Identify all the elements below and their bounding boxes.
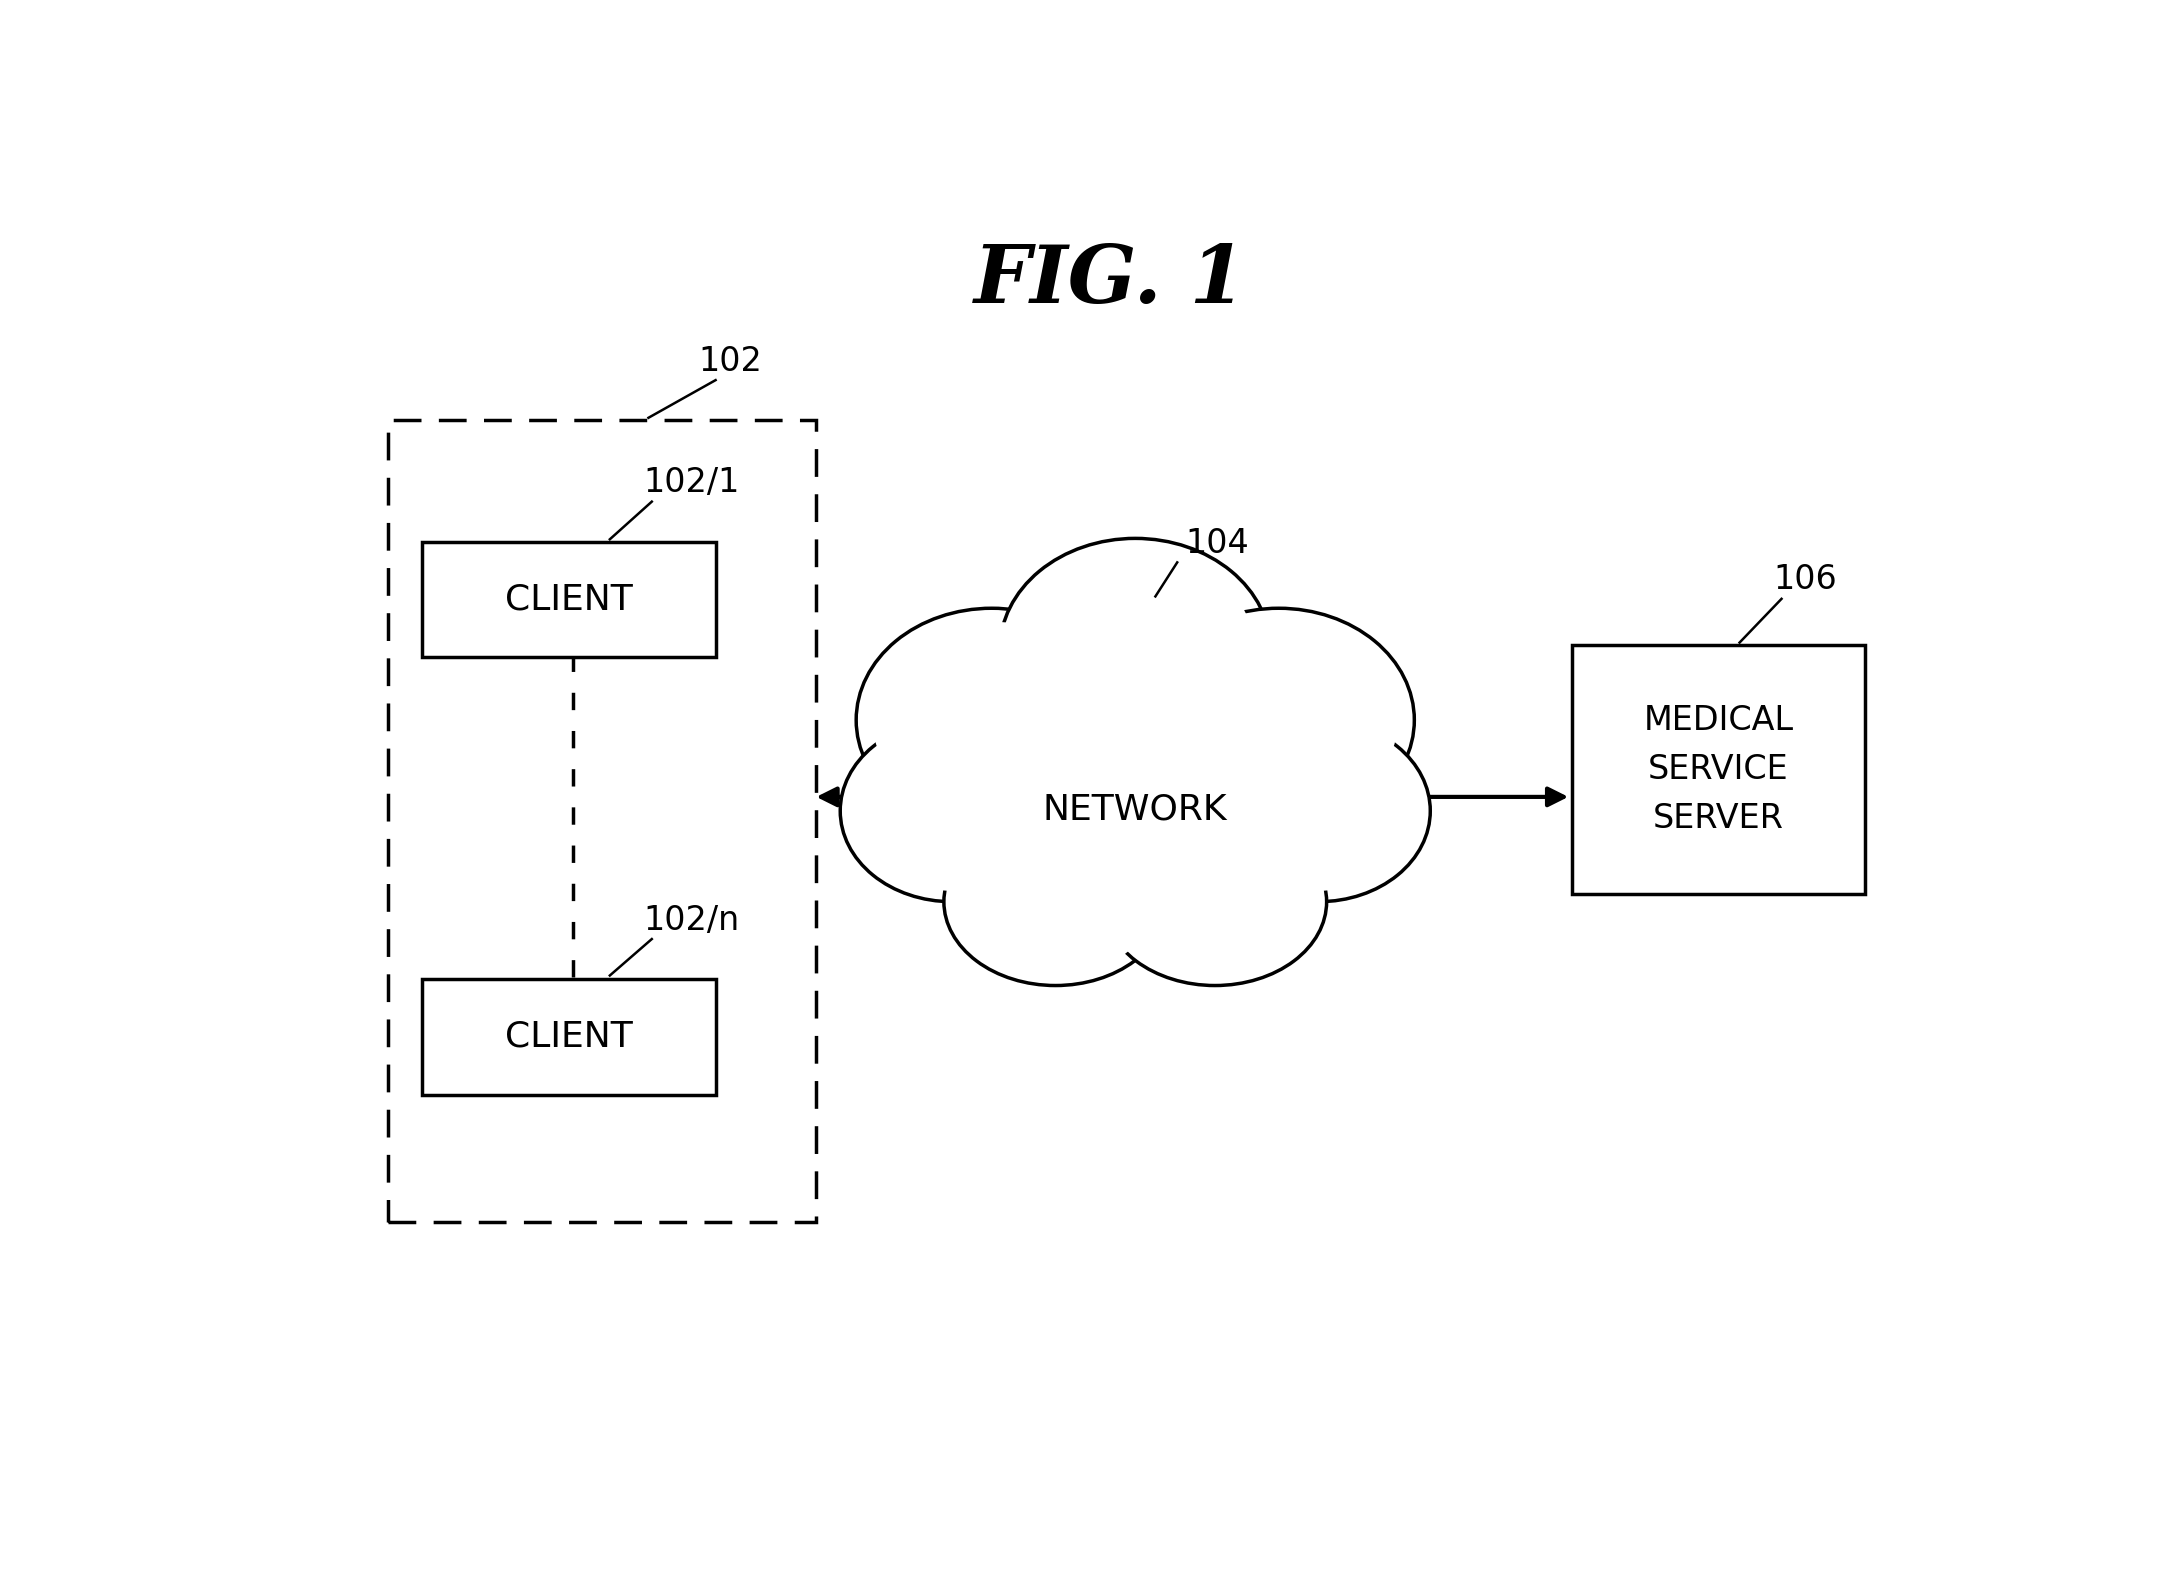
Text: 104: 104 xyxy=(1185,527,1250,560)
Ellipse shape xyxy=(1159,622,1397,819)
Ellipse shape xyxy=(1001,538,1271,762)
Ellipse shape xyxy=(1001,538,1271,762)
Text: MEDICAL
SERVICE
SERVER: MEDICAL SERVICE SERVER xyxy=(1644,704,1793,835)
Ellipse shape xyxy=(1118,828,1313,975)
Bar xyxy=(422,978,715,1095)
Text: CLIENT: CLIENT xyxy=(505,582,632,617)
Ellipse shape xyxy=(1206,720,1430,901)
Ellipse shape xyxy=(856,608,1126,832)
Ellipse shape xyxy=(957,828,1154,975)
Bar xyxy=(422,541,715,656)
Ellipse shape xyxy=(1102,817,1326,986)
Bar xyxy=(1573,645,1865,895)
Text: 102/1: 102/1 xyxy=(643,466,741,499)
Text: 102: 102 xyxy=(700,344,762,377)
Text: 102/n: 102/n xyxy=(643,904,739,937)
Bar xyxy=(388,420,817,1221)
Text: NETWORK: NETWORK xyxy=(1044,792,1228,825)
Ellipse shape xyxy=(873,622,1111,819)
Ellipse shape xyxy=(925,674,1345,920)
Ellipse shape xyxy=(856,608,1126,832)
Ellipse shape xyxy=(840,720,1064,901)
Ellipse shape xyxy=(853,731,1051,892)
Ellipse shape xyxy=(1144,608,1414,832)
Ellipse shape xyxy=(840,720,1064,901)
Text: FIG. 1: FIG. 1 xyxy=(975,241,1245,319)
Ellipse shape xyxy=(897,656,1375,937)
Text: CLIENT: CLIENT xyxy=(505,1019,632,1054)
Ellipse shape xyxy=(1206,720,1430,901)
Ellipse shape xyxy=(944,817,1167,986)
Ellipse shape xyxy=(897,656,1375,937)
Ellipse shape xyxy=(1219,731,1417,892)
Ellipse shape xyxy=(1016,552,1254,748)
Ellipse shape xyxy=(1144,608,1414,832)
Text: 106: 106 xyxy=(1774,563,1837,596)
Ellipse shape xyxy=(944,817,1167,986)
Ellipse shape xyxy=(1102,817,1326,986)
